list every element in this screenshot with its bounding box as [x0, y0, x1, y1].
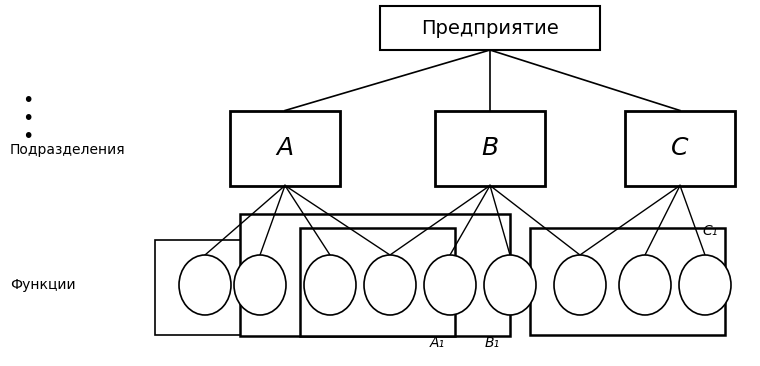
Text: C₁: C₁ — [703, 224, 718, 238]
Text: •: • — [22, 127, 33, 146]
Bar — [230, 111, 340, 186]
Ellipse shape — [234, 255, 286, 315]
Text: Подразделения: Подразделения — [10, 143, 125, 157]
Ellipse shape — [424, 255, 476, 315]
Text: Предприятие: Предприятие — [421, 19, 559, 37]
Ellipse shape — [364, 255, 416, 315]
Text: B₁: B₁ — [485, 336, 500, 350]
Ellipse shape — [484, 255, 536, 315]
Bar — [240, 214, 510, 336]
Bar — [435, 111, 545, 186]
Bar — [300, 228, 455, 336]
Ellipse shape — [679, 255, 731, 315]
Text: •: • — [22, 108, 33, 127]
Bar — [625, 111, 735, 186]
Bar — [155, 240, 330, 335]
Bar — [530, 228, 725, 335]
Text: •: • — [22, 90, 33, 109]
Text: Функции: Функции — [10, 278, 76, 292]
Bar — [380, 6, 600, 50]
Text: C: C — [671, 136, 689, 160]
Ellipse shape — [554, 255, 606, 315]
Ellipse shape — [619, 255, 671, 315]
Text: B: B — [481, 136, 499, 160]
Text: A: A — [277, 136, 293, 160]
Ellipse shape — [179, 255, 231, 315]
Ellipse shape — [304, 255, 356, 315]
Text: A₁: A₁ — [430, 336, 445, 350]
